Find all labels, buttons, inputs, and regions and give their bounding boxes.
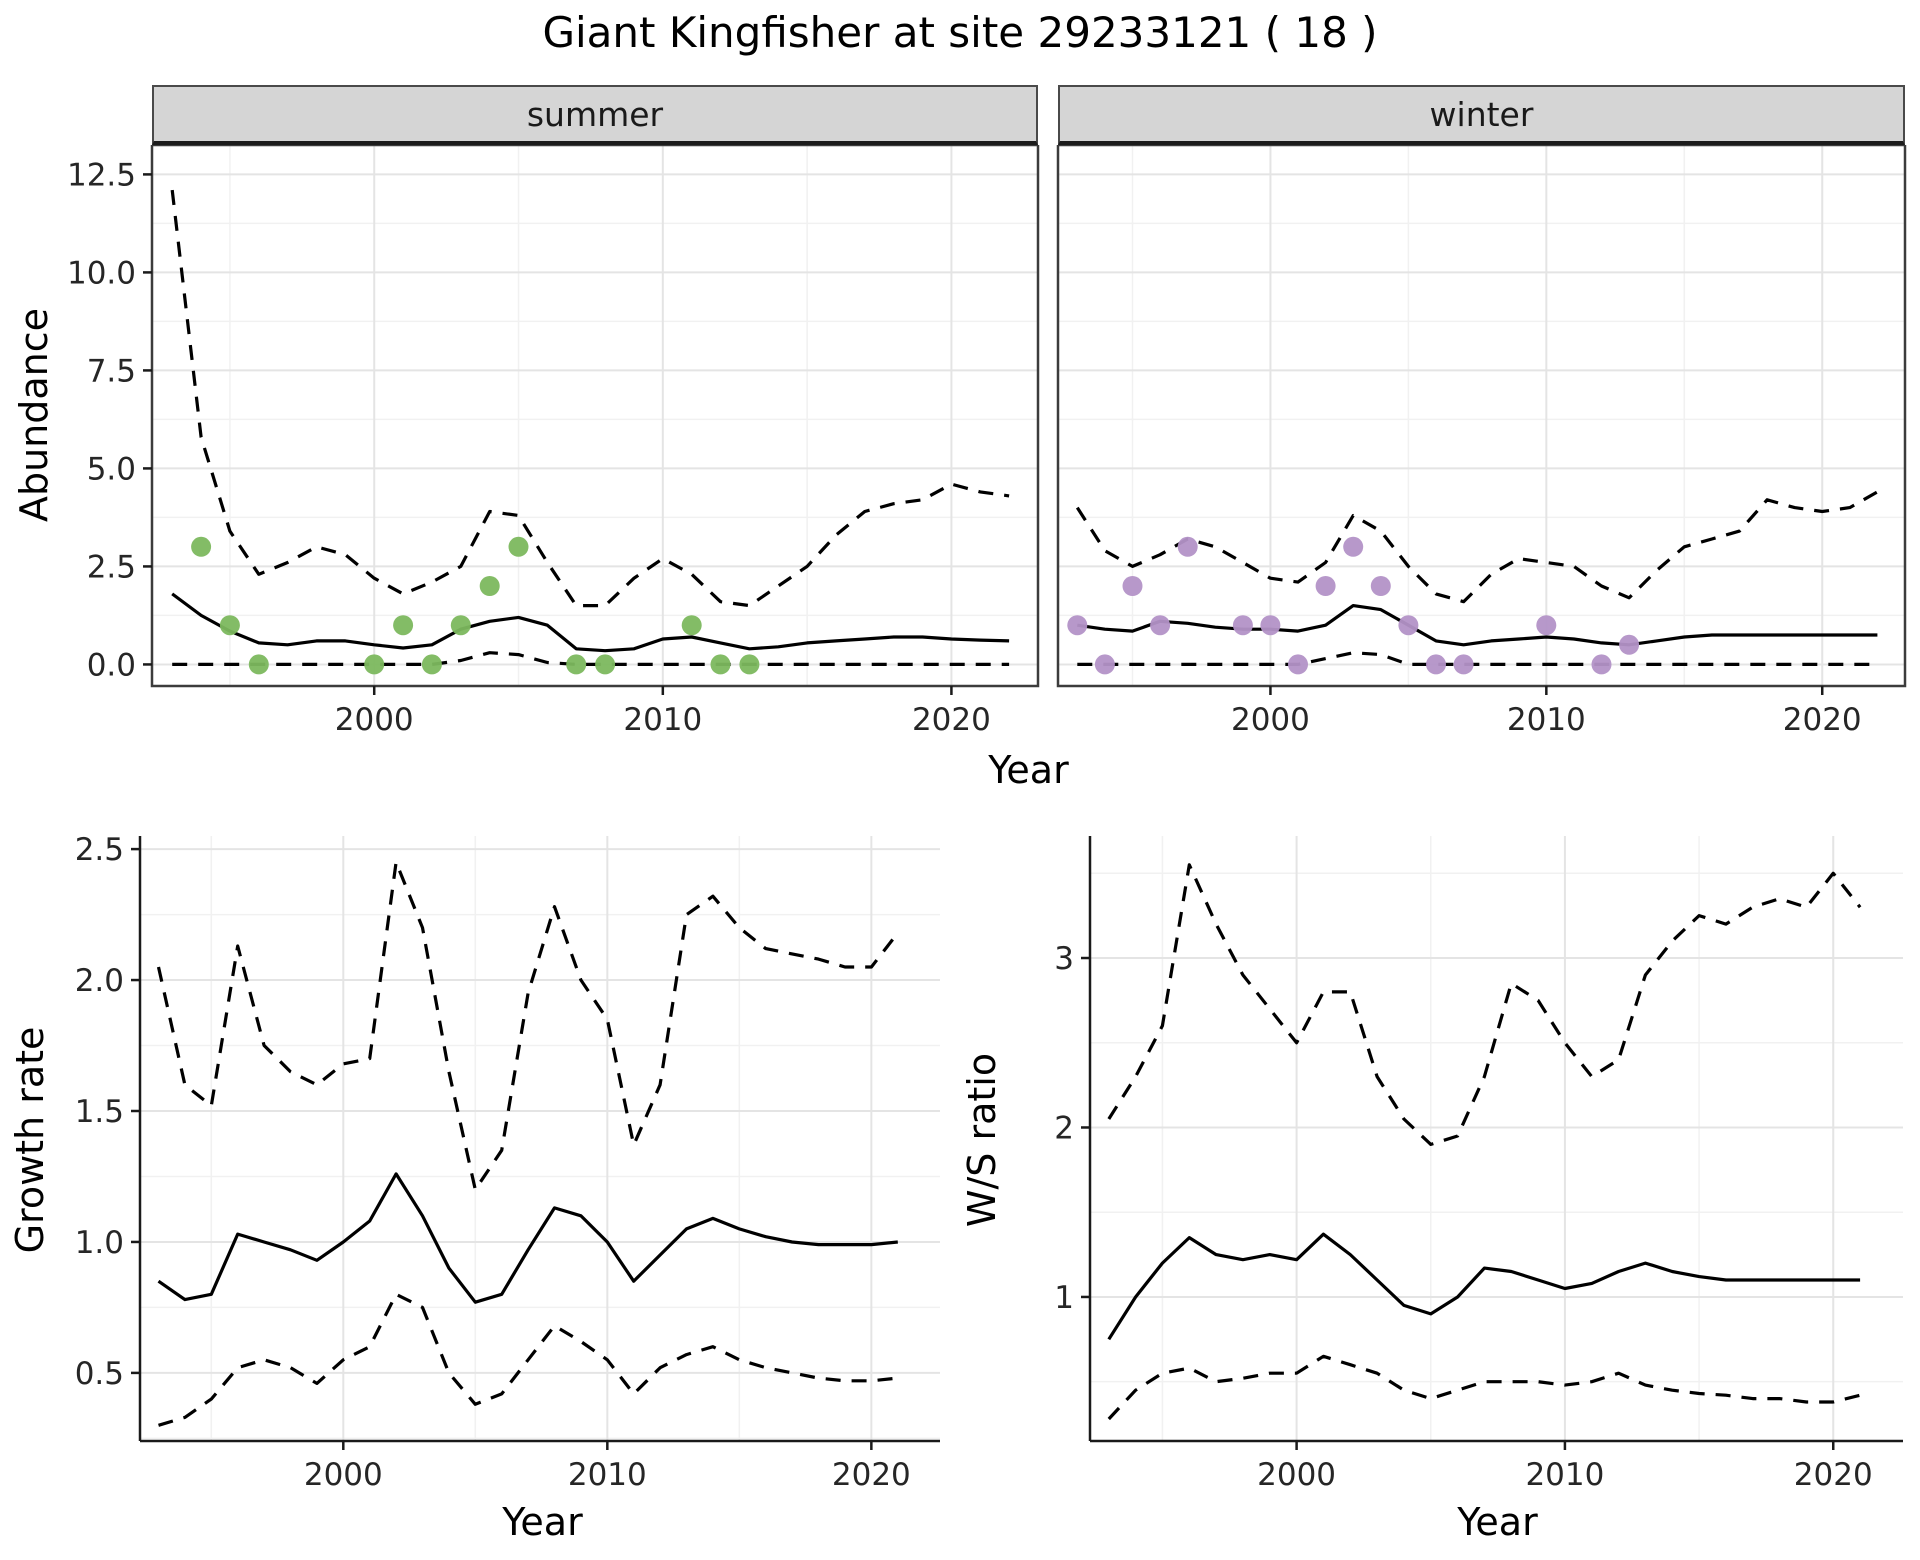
growth-rate-axis-label: Growth rate (8, 1026, 52, 1254)
summer-observation-point (739, 654, 760, 675)
tick-label: 2010 (1525, 1457, 1604, 1493)
winter-observation-point (1619, 634, 1640, 655)
tick-label: 10.0 (67, 255, 136, 291)
summer-observation-point (219, 615, 240, 636)
tick-label: 2 (1054, 1110, 1074, 1146)
ws-mean-line (1107, 1232, 1861, 1341)
tick-label: 2.5 (75, 832, 124, 868)
growth-year-axis-label: Year (502, 1500, 583, 1544)
winter-observation-point (1536, 615, 1557, 636)
ws-year-axis-label: Year (1457, 1500, 1538, 1544)
facet-strip-summer: summer (152, 85, 1038, 145)
growth-rate-chart: 2000 2010 2020 0.5 1.0 1.5 2.0 2.5 (75, 832, 940, 1493)
facet-strip-summer-label: summer (526, 94, 664, 134)
tick-label: 2.5 (87, 549, 136, 585)
facet-strip-winter-label: winter (1429, 94, 1534, 134)
summer-upper-ci-line (170, 189, 1010, 608)
winter-observation-point (1122, 576, 1143, 596)
summer-observation-point (248, 654, 269, 675)
tick-label: 2020 (1794, 1457, 1873, 1493)
facet-strip-winter: winter (1058, 85, 1905, 145)
summer-observation-point (681, 615, 702, 636)
summer-observation-point (710, 654, 731, 675)
ws-upper-ci-line (1107, 863, 1862, 1146)
summer-observation-point (364, 654, 385, 675)
tick-label: 7.5 (87, 353, 136, 389)
tick-label: 1.5 (75, 1094, 124, 1130)
tick-label: 1 (1054, 1280, 1074, 1316)
winter-observation-point (1260, 615, 1281, 636)
winter-observation-point (1177, 536, 1198, 557)
tick-label: 2000 (1231, 702, 1310, 738)
winter-observation-point (1315, 576, 1336, 596)
tick-label: 2000 (304, 1457, 383, 1493)
winter-observation-point (1426, 654, 1446, 675)
winter-observation-point (1232, 615, 1253, 636)
summer-observation-point (595, 654, 616, 675)
winter-mean-line (1077, 604, 1878, 647)
winter-observation-point (1453, 654, 1474, 675)
winter-observation-point (1150, 615, 1171, 636)
tick-label: 2000 (1257, 1457, 1336, 1493)
tick-label: 2010 (623, 702, 702, 738)
tick-label: 2020 (832, 1457, 911, 1493)
winter-abundance-chart: 2000 2010 2020 (1056, 145, 1907, 738)
tick-label: 2010 (568, 1457, 647, 1493)
summer-observation-point (393, 615, 414, 636)
figure-title: Giant Kingfisher at site 29233121 ( 18 ) (542, 8, 1378, 57)
tick-label: 0.0 (87, 647, 136, 683)
summer-observation-point (450, 615, 471, 636)
winter-observation-point (1370, 576, 1391, 596)
summer-observation-point (508, 536, 529, 557)
tick-label: 0.5 (75, 1356, 124, 1392)
tick-label: 12.5 (67, 157, 136, 193)
tick-label: 1.0 (75, 1225, 124, 1261)
winter-upper-ci-line (1075, 490, 1879, 604)
winter-observation-point (1094, 654, 1115, 675)
growth-lower-ci-line (158, 1292, 898, 1427)
growth-upper-ci-line (156, 860, 900, 1192)
winter-observation-point (1398, 615, 1419, 636)
abundance-axis-label: Abundance (12, 307, 56, 523)
tick-label: 2.0 (75, 963, 124, 999)
tick-label: 2010 (1507, 702, 1586, 738)
summer-observation-point (191, 536, 212, 557)
winter-observation-point (1343, 536, 1364, 557)
summer-observation-point (421, 654, 442, 675)
tick-label: 2020 (912, 702, 991, 738)
ws-ratio-chart: 2000 2010 2020 1 2 3 (1054, 836, 1903, 1493)
summer-mean-line (171, 592, 1010, 653)
tick-label: 5.0 (87, 451, 136, 487)
tick-label: 3 (1054, 941, 1074, 977)
summer-observation-point (566, 654, 587, 675)
summer-lower-ci-line (172, 651, 1010, 666)
summer-abundance-chart: 2000 2010 2020 0.0 2.5 5.0 7.5 10.0 12.5 (67, 145, 1040, 738)
growth-mean-line (157, 1172, 898, 1304)
summer-observation-point (479, 576, 500, 596)
ws-ratio-axis-label: W/S ratio (960, 1052, 1004, 1228)
winter-lower-ci-line (1077, 651, 1878, 666)
winter-observation-point (1067, 615, 1088, 636)
winter-observation-point (1591, 654, 1612, 675)
top-year-axis-label: Year (988, 748, 1069, 792)
tick-label: 2020 (1783, 702, 1862, 738)
tick-label: 2000 (335, 702, 414, 738)
winter-observation-point (1288, 654, 1308, 675)
